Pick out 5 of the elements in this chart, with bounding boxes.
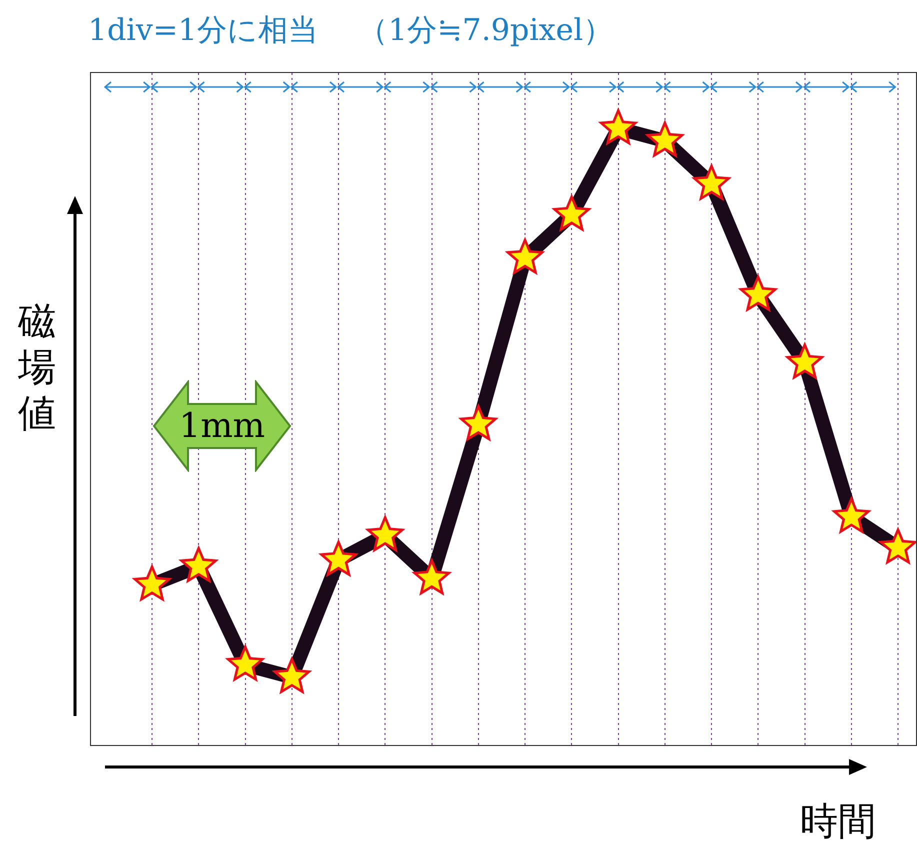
y-axis-title: 磁場値 bbox=[17, 298, 57, 436]
annotation: 1mm bbox=[178, 405, 266, 448]
chart-subtitle: （1分≒7.9pixel） bbox=[358, 13, 614, 48]
chart-title: 1div=1分に相当 bbox=[88, 13, 318, 48]
x-axis-title: 時間 bbox=[800, 798, 876, 842]
